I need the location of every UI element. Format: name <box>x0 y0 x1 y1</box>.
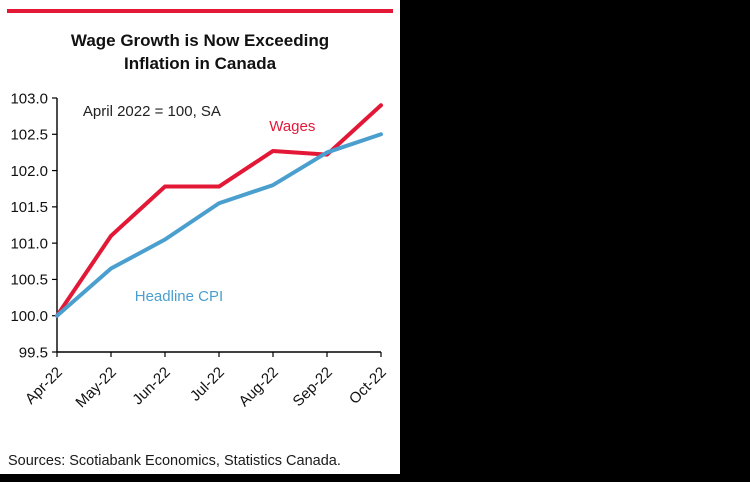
y-tick-label: 102.0 <box>10 163 48 180</box>
y-tick-label: 101.0 <box>10 235 48 252</box>
chart-panel: Wage Growth is Now Exceeding Inflation i… <box>0 0 400 474</box>
chart-title: Wage Growth is Now Exceeding Inflation i… <box>0 30 400 76</box>
x-tick-label: Jun-22 <box>129 364 173 408</box>
series-line-headline-cpi <box>55 132 383 318</box>
chart-title-line1: Wage Growth is Now Exceeding <box>70 31 330 50</box>
y-tick-label: 103.0 <box>10 90 48 107</box>
x-tick-label: Jul-22 <box>187 364 228 405</box>
source-note: Sources: Scotiabank Economics, Statistic… <box>8 453 341 469</box>
chart-area: 99.5 100.0 100.5 101.0 101.5 102.0 102.5 103.0 A… <box>2 84 400 441</box>
x-tick-label: Apr-22 <box>22 364 66 408</box>
y-tick-label: 102.5 <box>10 126 48 143</box>
line-chart-svg: 99.5 100.0 100.5 101.0 101.5 102.0 102.5 103.0 A… <box>10 90 390 411</box>
y-tick-label: 100.0 <box>10 308 48 325</box>
annotation: Headline CPI <box>135 288 223 305</box>
chart-title-line2: Inflation in Canada <box>123 53 277 73</box>
annotation: April 2022 = 100, SA <box>83 103 221 120</box>
series-line-wages <box>55 103 383 318</box>
x-tick-label: Sep-22 <box>290 364 336 410</box>
x-tick-label: May-22 <box>72 364 119 411</box>
y-tick-label: 99.5 <box>19 344 48 361</box>
y-tick-label: 100.5 <box>10 272 48 289</box>
annotation: Wages <box>269 118 315 135</box>
top-red-rule <box>7 9 393 13</box>
x-tick-label: Oct-22 <box>346 364 390 408</box>
x-tick-label: Aug-22 <box>236 364 282 410</box>
y-tick-label: 101.5 <box>10 199 48 216</box>
